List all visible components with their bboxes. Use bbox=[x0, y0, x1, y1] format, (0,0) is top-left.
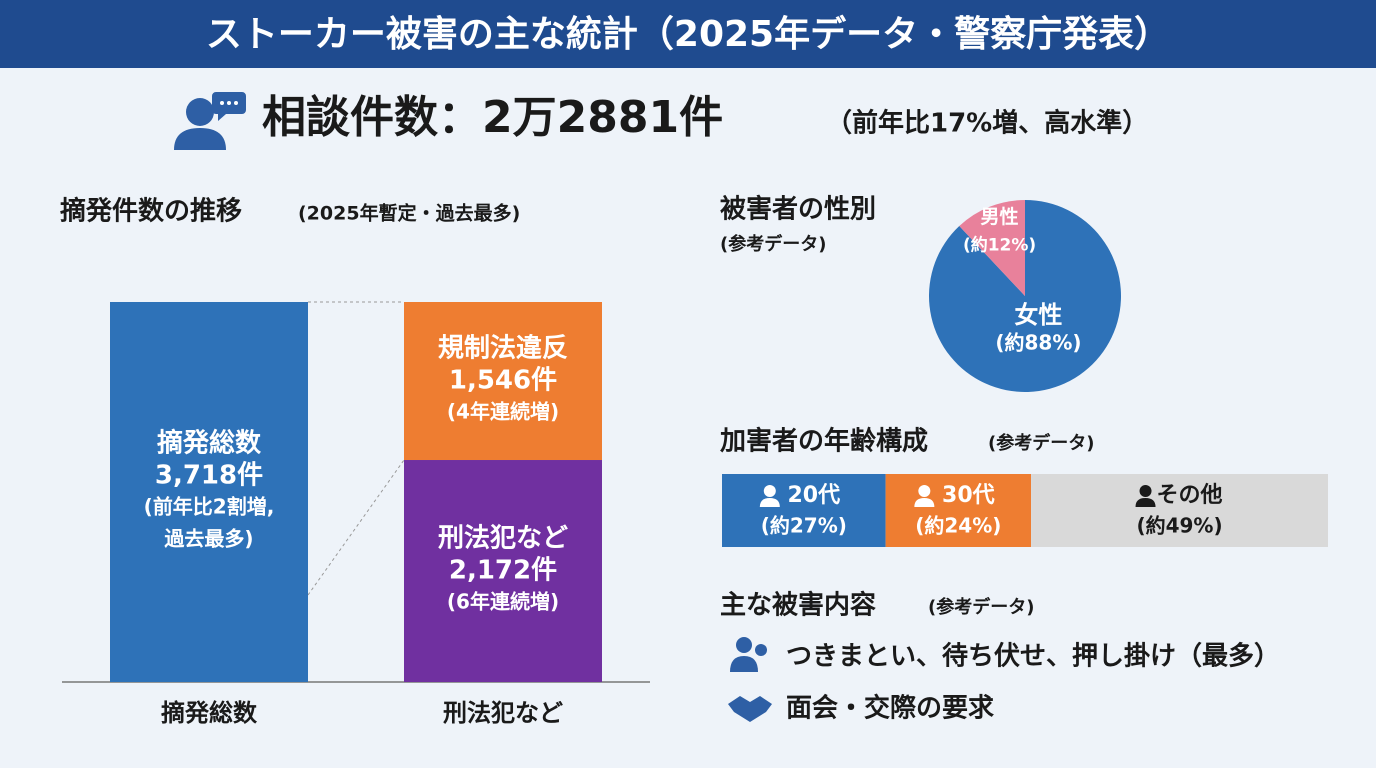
legend-label: 20代 bbox=[787, 483, 840, 508]
consultation-icon bbox=[174, 92, 246, 150]
bar bbox=[110, 302, 308, 682]
pie-slice bbox=[959, 200, 1025, 296]
legend-label: 30代 bbox=[942, 483, 995, 508]
bar bbox=[404, 460, 602, 682]
damage-item: 面会・交際の要求 bbox=[786, 693, 994, 724]
bar-segment bbox=[885, 474, 1032, 547]
data-label: 2,172件 bbox=[449, 556, 557, 586]
section-title: 主な被害内容 bbox=[720, 590, 876, 621]
page-title: ストーカー被害の主な統計（2025年データ・警察庁発表） bbox=[206, 13, 1170, 55]
person-icon bbox=[1139, 485, 1152, 497]
person-icon bbox=[918, 485, 931, 497]
handshake-icon bbox=[728, 696, 772, 722]
header-bar bbox=[0, 0, 1376, 68]
slice-label: 女性 bbox=[1014, 301, 1062, 329]
segment-name: 摘発総数 bbox=[157, 428, 262, 459]
segment-note: (前年比2割増, bbox=[144, 495, 275, 519]
segment-note: (6年連続増) bbox=[447, 590, 559, 614]
x-tick-label: 摘発総数 bbox=[161, 699, 258, 727]
person-icon bbox=[759, 498, 780, 507]
chart-subtitle: (参考データ) bbox=[720, 233, 826, 255]
data-label: 3,718件 bbox=[155, 461, 263, 491]
data-label: (約27%) bbox=[761, 514, 847, 538]
person-icon bbox=[914, 498, 935, 507]
stalking-icon bbox=[730, 637, 767, 672]
data-label: (約12%) bbox=[963, 235, 1036, 256]
chart-subtitle: (2025年暫定・過去最多) bbox=[298, 202, 520, 225]
segment-note: 過去最多) bbox=[164, 527, 253, 551]
damage-item: つきまとい、待ち伏せ、押し掛け（最多） bbox=[786, 642, 1280, 672]
bar-segment bbox=[1031, 474, 1328, 547]
consultation-note: （前年比17%増、高水準） bbox=[826, 108, 1148, 139]
legend-label: その他 bbox=[1157, 483, 1223, 508]
connector bbox=[307, 459, 405, 596]
chart-subtitle: (参考データ) bbox=[988, 432, 1094, 454]
chart-title: 加害者の年齢構成 bbox=[720, 426, 928, 457]
segment-note: (4年連続増) bbox=[447, 400, 559, 424]
consultation-count: 相談件数：2万2881件 bbox=[262, 92, 723, 143]
segment-name: 刑法犯など bbox=[438, 524, 568, 554]
x-tick-label: 刑法犯など bbox=[443, 699, 563, 727]
section-subtitle: (参考データ) bbox=[928, 596, 1034, 618]
chart-title: 摘発件数の推移 bbox=[60, 196, 242, 227]
bar-segment bbox=[722, 474, 886, 547]
bar bbox=[404, 302, 602, 461]
data-label: (約88%) bbox=[995, 330, 1081, 354]
data-label: 1,546件 bbox=[449, 366, 557, 396]
data-label: (約49%) bbox=[1136, 514, 1222, 538]
data-label: (約24%) bbox=[915, 514, 1001, 538]
chart-title: 被害者の性別 bbox=[720, 194, 876, 225]
segment-name: 規制法違反 bbox=[438, 334, 568, 364]
person-icon bbox=[763, 485, 776, 497]
slice-label: 男性 bbox=[981, 205, 1019, 228]
person-icon bbox=[1135, 498, 1156, 507]
